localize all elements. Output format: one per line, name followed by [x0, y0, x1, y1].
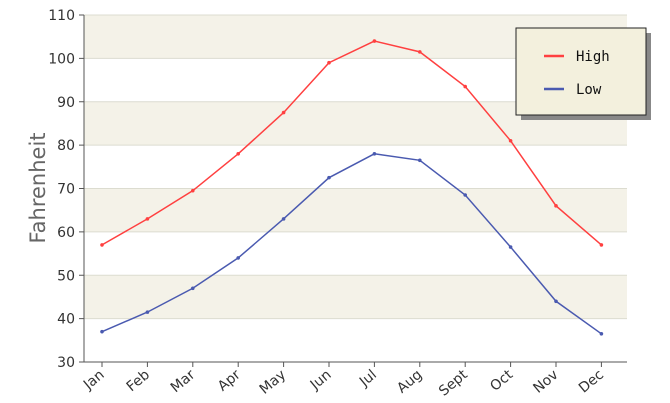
data-point [463, 84, 468, 89]
x-tick-label: Dec [576, 367, 607, 397]
plot-band [84, 188, 627, 232]
data-point [281, 110, 286, 115]
data-point [599, 243, 604, 247]
data-series [100, 39, 604, 336]
legend-box [515, 27, 647, 116]
data-point [554, 299, 558, 304]
legend-items: High Low [544, 49, 610, 98]
legend: High Low [515, 27, 651, 120]
x-tick-label: May [257, 367, 289, 398]
plot-band [84, 231, 627, 276]
plot-band [84, 145, 627, 189]
data-point [418, 158, 422, 163]
data-point [100, 329, 104, 334]
data-point [327, 60, 331, 65]
x-tick-label: Mar [168, 367, 199, 396]
x-tick-label: Jul [356, 367, 380, 391]
x-tick-label: Nov [530, 367, 561, 397]
y-tick-label: 90 [57, 95, 75, 111]
data-point [236, 256, 240, 260]
y-tick-label: 70 [57, 182, 75, 198]
data-point [463, 193, 468, 197]
data-point [145, 217, 150, 221]
data-point [145, 310, 150, 314]
x-ticks: Jan Feb Mar Apr May Jun Jul Aug Sept Oct Nov Dec [80, 362, 607, 400]
series-line [101, 40, 602, 246]
y-ticks: 30 40 50 60 70 80 90 100 110 [48, 8, 84, 371]
data-point [418, 50, 422, 54]
plot-bands [84, 15, 627, 362]
legend-label: High [576, 49, 610, 65]
legend-label: Low [576, 82, 602, 98]
plot-band [84, 275, 627, 319]
x-tick-label: Apr [215, 367, 244, 395]
data-point [100, 243, 104, 247]
plot-band [84, 318, 627, 362]
data-point [191, 188, 195, 193]
x-tick-label: Jun [307, 367, 335, 394]
x-tick-label: Sept [436, 366, 471, 399]
x-tick-label: Feb [124, 367, 153, 395]
y-tick-label: 40 [57, 312, 75, 328]
x-tick-label: Aug [394, 367, 425, 397]
grid-lines [84, 14, 627, 320]
data-point [191, 286, 195, 291]
y-tick-label: 30 [57, 355, 75, 371]
series-line [101, 153, 602, 335]
data-point [236, 152, 240, 156]
y-tick-label: 60 [57, 225, 75, 241]
y-axis-label: Fahrenheit [26, 132, 50, 243]
y-tick-label: 50 [57, 268, 75, 284]
data-point [327, 175, 331, 180]
data-point [281, 217, 286, 221]
data-point [372, 39, 377, 43]
data-point [508, 138, 513, 143]
data-point [372, 152, 377, 156]
x-tick-label: Jan [80, 367, 108, 394]
y-tick-label: 80 [57, 138, 75, 154]
data-point [554, 204, 558, 208]
data-point [599, 332, 604, 336]
x-tick-label: Oct [487, 366, 516, 394]
y-tick-label: 110 [48, 8, 75, 24]
y-tick-label: 100 [48, 51, 75, 67]
data-point [508, 245, 513, 249]
